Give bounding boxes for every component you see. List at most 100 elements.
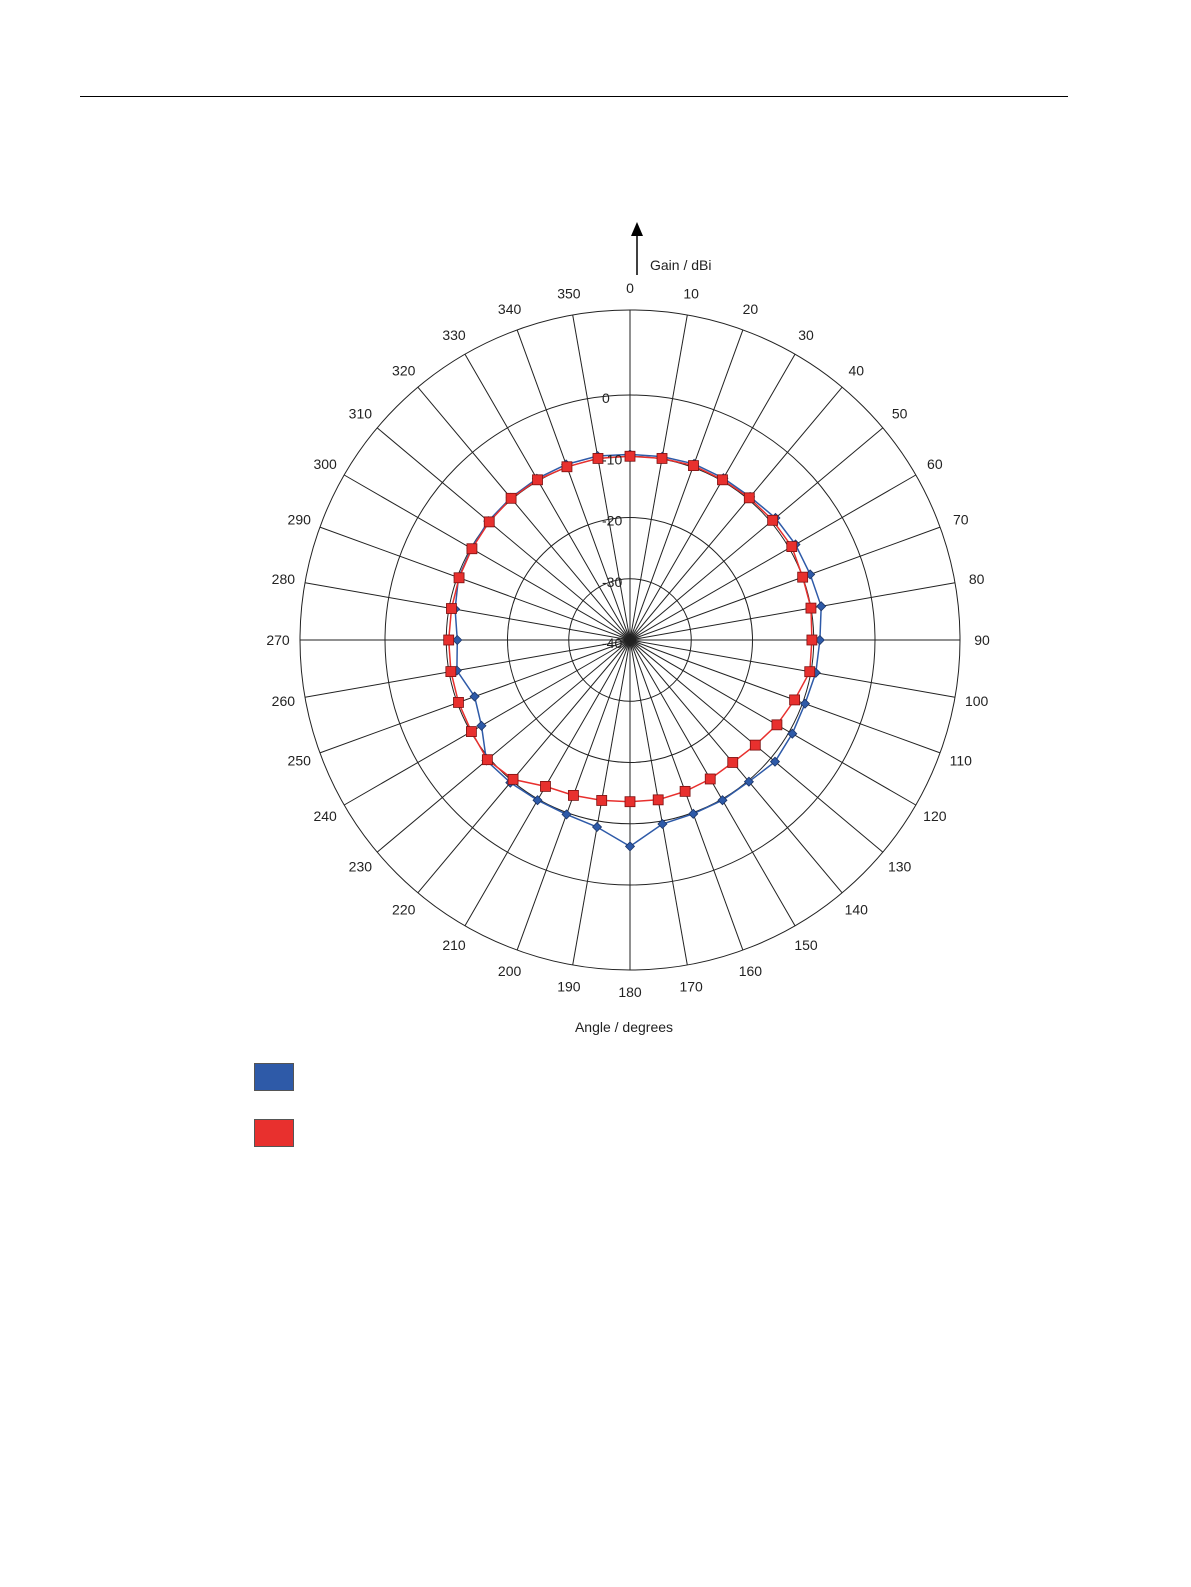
angular-tick-label: 20 <box>743 301 759 317</box>
grid-spoke <box>629 526 941 641</box>
angular-tick-label: 40 <box>848 362 864 378</box>
series-marker-1 <box>507 773 519 785</box>
grid-spoke <box>572 314 631 641</box>
grid-spoke <box>629 639 941 754</box>
angular-tick-label: 210 <box>442 937 466 953</box>
angular-tick-label: 10 <box>683 285 699 301</box>
series-marker-1 <box>789 694 801 706</box>
radial-tick-label: -10 <box>602 451 622 467</box>
series-marker-0 <box>476 720 487 731</box>
grid-spoke <box>376 427 631 641</box>
angular-tick-label: 170 <box>679 979 703 995</box>
angular-tick-label: 240 <box>313 808 337 824</box>
series-marker-1 <box>727 757 739 768</box>
angular-tick-label: 70 <box>953 512 969 528</box>
series-marker-0 <box>657 818 668 830</box>
series-marker-1 <box>532 474 543 486</box>
legend-swatch-blue <box>254 1063 294 1091</box>
angular-tick-label: 130 <box>888 858 912 874</box>
series-marker-0 <box>452 634 463 646</box>
grid-spoke <box>343 474 631 641</box>
series-marker-0 <box>799 698 811 709</box>
angular-tick-label: 320 <box>392 362 416 378</box>
grid-spoke <box>304 582 631 641</box>
series-marker-0 <box>624 841 636 852</box>
series-marker-0 <box>717 795 728 806</box>
grid-spoke <box>376 639 631 853</box>
angular-tick-label: 260 <box>272 693 296 709</box>
angular-tick-label: 120 <box>923 808 947 824</box>
grid-spoke <box>629 639 956 698</box>
series-marker-1 <box>568 790 579 801</box>
grid-spoke <box>304 639 631 698</box>
series-marker-0 <box>591 821 603 833</box>
angular-tick-label: 50 <box>892 406 908 422</box>
series-marker-1 <box>656 453 668 464</box>
radial-tick-label: -30 <box>602 574 622 590</box>
grid-spoke <box>629 427 884 641</box>
grid-spoke <box>343 639 631 806</box>
grid-spoke <box>629 353 796 641</box>
series-marker-1 <box>771 719 783 731</box>
grid-spoke <box>417 386 631 641</box>
series-marker-1 <box>749 739 761 751</box>
series-marker-0 <box>561 809 572 820</box>
series-marker-1 <box>624 796 636 808</box>
series-marker-1 <box>767 514 779 526</box>
series-marker-1 <box>688 460 699 472</box>
grid-spoke <box>629 474 917 641</box>
series-marker-1 <box>804 666 816 678</box>
grid-spoke <box>319 526 631 641</box>
series-marker-1 <box>797 571 809 583</box>
legend-swatch-red <box>254 1119 294 1147</box>
angular-tick-label: 220 <box>392 902 416 918</box>
series-marker-1 <box>561 461 573 473</box>
angular-tick-label: 310 <box>349 406 373 422</box>
series-marker-1 <box>505 492 517 504</box>
angular-tick-label: 280 <box>272 571 296 587</box>
angular-tick-label: 180 <box>618 984 642 1000</box>
series-marker-1 <box>592 453 604 464</box>
series-marker-1 <box>704 773 716 785</box>
series-marker-1 <box>806 634 818 646</box>
angular-axis-label: Angle / degrees <box>575 1019 673 1035</box>
polar-grid <box>299 309 961 971</box>
angular-tick-label: 300 <box>313 456 337 472</box>
header-rule <box>80 96 1068 97</box>
radial-tick-label: 0 <box>602 390 610 406</box>
series-marker-1 <box>453 697 464 708</box>
grid-spoke <box>629 386 843 641</box>
grid-spoke <box>629 314 688 641</box>
series-marker-0 <box>743 776 754 787</box>
series-marker-1 <box>446 603 457 614</box>
grid-spoke <box>629 582 956 641</box>
series-marker-1 <box>481 754 493 766</box>
angular-tick-label: 150 <box>794 937 818 953</box>
angular-tick-label: 80 <box>969 571 985 587</box>
grid-spoke <box>464 353 631 641</box>
series-marker-1 <box>465 726 477 737</box>
angular-tick-label: 200 <box>498 963 522 979</box>
angular-tick-label: 140 <box>845 902 869 918</box>
series-marker-1 <box>786 541 798 552</box>
series-marker-1 <box>453 572 465 584</box>
series-marker-1 <box>466 543 478 555</box>
radial-tick-label: -40 <box>602 635 622 651</box>
series-marker-0 <box>769 756 781 767</box>
series-marker-0 <box>469 691 480 702</box>
angular-tick-label: 350 <box>557 285 581 301</box>
angular-tick-label: 30 <box>798 327 814 343</box>
polar-labels: Gain / dBi Angle / degrees 0 10 20 30 40 50 60… <box>266 222 990 1035</box>
gain-axis-arrow <box>631 222 643 275</box>
angular-tick-label: 110 <box>950 752 973 768</box>
angular-tick-label: 230 <box>349 858 373 874</box>
series-marker-1 <box>652 794 664 806</box>
angular-tick-label: 90 <box>974 632 990 648</box>
series-marker-1 <box>596 795 608 806</box>
series-marker-1 <box>445 666 457 677</box>
series-marker-1 <box>717 474 728 486</box>
angular-tick-label: 340 <box>498 301 522 317</box>
series-marker-0 <box>688 808 699 819</box>
radial-tick-label: -20 <box>602 513 622 529</box>
